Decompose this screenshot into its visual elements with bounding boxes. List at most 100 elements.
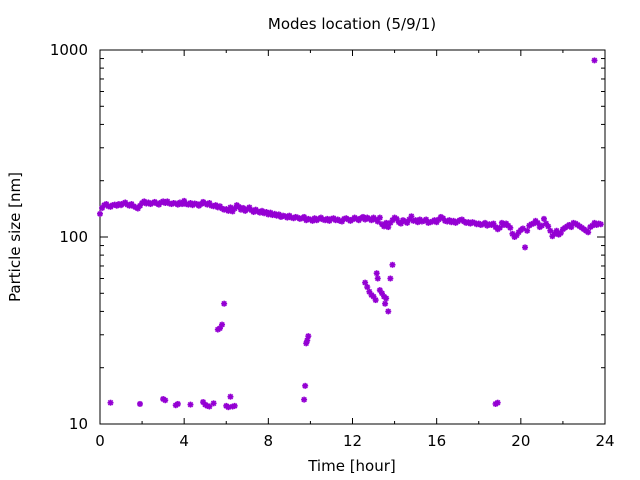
data-point (206, 403, 213, 410)
chart-title: Modes location (5/9/1) (268, 15, 436, 33)
y-tick-label: 10 (69, 415, 88, 433)
point-stroke (524, 227, 530, 234)
point-stroke (490, 220, 497, 227)
data-point (522, 244, 529, 251)
data-point (383, 295, 390, 302)
point-stroke (360, 214, 366, 220)
data-point (408, 213, 415, 220)
point-stroke (379, 290, 385, 297)
data-point (372, 297, 379, 304)
axis-ticks: 0 4 8 12 16 20 24 10 100 1000 (50, 41, 615, 450)
point-stroke (219, 321, 225, 328)
point-stroke (545, 223, 551, 230)
point-stroke (246, 204, 253, 211)
data-point (376, 214, 383, 221)
data-point (221, 300, 228, 307)
plot-frame (99, 49, 606, 425)
point-stroke (494, 399, 501, 406)
point-stroke (187, 401, 194, 408)
x-tick-label: 12 (343, 432, 362, 450)
data-point (547, 227, 554, 234)
data-point (229, 208, 236, 215)
point-stroke (107, 399, 114, 406)
point-stroke (227, 204, 234, 211)
point-stroke (497, 225, 503, 231)
data-point (187, 401, 194, 408)
point-stroke (389, 262, 396, 268)
point-stroke (509, 231, 516, 237)
data-point (374, 275, 381, 282)
point-stroke (591, 57, 598, 64)
x-tick-label: 4 (179, 432, 189, 450)
data-point (524, 227, 531, 234)
point-stroke (522, 244, 528, 251)
point-stroke (227, 393, 234, 400)
point-stroke (240, 205, 246, 211)
point-stroke (543, 220, 549, 227)
point-stroke (364, 284, 370, 290)
point-stroke (366, 288, 373, 295)
data-point (107, 399, 114, 406)
x-tick-label: 8 (264, 432, 274, 450)
point-stroke (541, 216, 547, 222)
data-point (210, 400, 217, 407)
point-stroke (231, 403, 238, 409)
point-stroke (482, 220, 488, 226)
data-point (389, 261, 396, 268)
data-point (219, 321, 226, 328)
plot-axes (99, 49, 606, 425)
x-axis-label: Time [hour] (307, 457, 396, 475)
data-point (494, 399, 501, 406)
point-stroke (162, 397, 168, 403)
point-stroke (210, 400, 217, 407)
point-stroke (585, 229, 591, 236)
point-stroke (385, 308, 392, 315)
data-point (301, 396, 308, 403)
point-stroke (547, 227, 554, 234)
data-point (305, 333, 312, 340)
point-stroke (520, 225, 526, 232)
point-stroke (236, 204, 242, 210)
point-stroke (276, 211, 282, 218)
data-point (597, 221, 604, 228)
point-stroke (181, 198, 187, 204)
point-stroke (259, 208, 265, 214)
data-point (591, 57, 598, 64)
x-tick-label: 20 (511, 432, 530, 450)
point-stroke (200, 399, 206, 405)
data-points (97, 57, 604, 411)
point-stroke (137, 401, 143, 407)
point-stroke (408, 213, 415, 220)
x-tick-label: 0 (95, 432, 105, 450)
data-point (302, 382, 309, 389)
point-stroke (377, 214, 383, 221)
x-tick-label: 16 (427, 432, 446, 450)
data-point (373, 270, 380, 277)
y-tick-label: 1000 (50, 41, 88, 59)
point-stroke (553, 227, 560, 234)
point-stroke (175, 401, 181, 407)
point-stroke (534, 220, 541, 226)
point-stroke (362, 279, 368, 286)
data-point (235, 203, 242, 210)
x-tick-label: 24 (595, 432, 614, 450)
point-stroke (383, 295, 389, 302)
point-stroke (370, 293, 377, 300)
point-stroke (373, 270, 380, 277)
data-point (585, 229, 592, 236)
point-stroke (377, 287, 383, 293)
point-stroke (598, 221, 604, 228)
point-stroke (382, 300, 388, 307)
point-stroke (383, 220, 389, 226)
point-stroke (423, 216, 429, 223)
point-stroke (305, 333, 312, 339)
point-stroke (372, 297, 379, 303)
data-point (174, 400, 181, 407)
point-stroke (387, 275, 394, 282)
point-stroke (374, 275, 381, 282)
data-point (97, 210, 103, 217)
data-point (496, 224, 503, 231)
point-stroke (225, 404, 232, 410)
data-point (162, 397, 169, 404)
